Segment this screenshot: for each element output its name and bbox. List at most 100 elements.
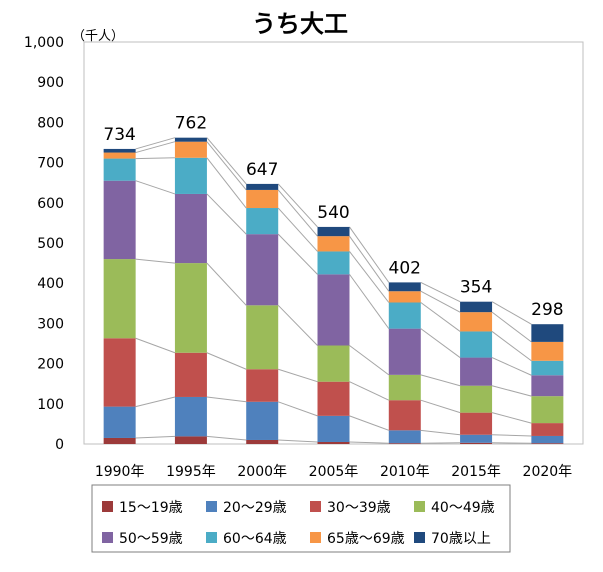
- y-tick-label: 0: [55, 437, 64, 453]
- series-connector-line: [491, 301, 532, 325]
- bar-segment: [531, 324, 564, 342]
- bar-segment: [388, 302, 421, 329]
- legend-label: 15～19歳: [119, 500, 183, 516]
- legend-swatch: [102, 501, 113, 512]
- series-connector-line: [420, 281, 461, 303]
- bar-segment: [531, 443, 564, 444]
- unit-label: （千人）: [72, 29, 124, 44]
- x-tick-label: 2000年: [237, 464, 287, 480]
- series-connector-line: [420, 374, 461, 387]
- legend-swatch: [310, 501, 321, 512]
- series-connector-line: [491, 412, 532, 424]
- series-connector-line: [135, 435, 175, 439]
- total-label: 298: [531, 300, 563, 320]
- bar-segment: [103, 338, 136, 407]
- series-connector-line: [206, 193, 247, 235]
- legend-swatch: [414, 532, 425, 543]
- legend-label: 40～49歳: [431, 500, 495, 516]
- bar-segment: [531, 435, 564, 444]
- series-connector-line: [206, 396, 247, 403]
- series-connector-line: [206, 352, 247, 370]
- series-connector-line: [135, 180, 176, 195]
- series-connector-line: [491, 311, 532, 343]
- series-connector-line: [277, 183, 318, 228]
- bar-segment: [103, 437, 136, 444]
- y-tick-label: 300: [37, 316, 64, 332]
- bar-segment: [246, 401, 279, 440]
- series-connector-line: [206, 435, 247, 441]
- series-connector-line: [278, 401, 318, 417]
- bar-segment: [103, 152, 136, 159]
- bar-segment: [317, 236, 350, 252]
- bar-segment: [246, 234, 279, 306]
- series-connector-line: [135, 137, 176, 150]
- series-connector-line: [420, 290, 461, 313]
- bar-segment: [388, 374, 421, 401]
- y-tick-label: 400: [37, 276, 64, 292]
- bar-segment: [246, 208, 279, 235]
- bar-segment: [388, 443, 421, 444]
- bar-segment: [103, 180, 136, 260]
- bar-segment: [103, 259, 136, 339]
- series-connector-line: [349, 415, 389, 431]
- legend-label: 70歳以上: [431, 531, 491, 547]
- x-tick-label: 2005年: [309, 464, 359, 480]
- bar-segment: [174, 193, 207, 264]
- connector-lines: [135, 137, 532, 444]
- bar-segment: [388, 282, 421, 292]
- series-connector-line: [420, 399, 461, 414]
- series-connector-line: [277, 189, 318, 237]
- bar-segment: [460, 412, 493, 435]
- series-connector-line: [135, 258, 175, 264]
- bar-segment: [103, 406, 136, 438]
- series-connector-line: [349, 441, 389, 444]
- bar-segment: [246, 369, 279, 402]
- series-connector-line: [135, 396, 176, 408]
- total-label: 734: [103, 125, 135, 145]
- series-connector-line: [349, 235, 390, 292]
- legend-swatch: [206, 532, 217, 543]
- bar-segment: [103, 148, 136, 153]
- series-connector-line: [278, 439, 318, 443]
- series-connector-line: [135, 337, 176, 354]
- legend-swatch: [414, 501, 425, 512]
- bar-segment: [246, 305, 279, 370]
- x-axis: 1990年 1995年 2000年 2005年 2010年 2015年 2020年: [95, 464, 572, 480]
- bar-segment: [531, 341, 564, 361]
- legend-swatch: [310, 532, 321, 543]
- bar-segment: [174, 396, 207, 437]
- bar-segment: [246, 183, 279, 190]
- series-connector-line: [349, 345, 390, 376]
- legend-swatch: [206, 501, 217, 512]
- legend-swatch: [102, 532, 113, 543]
- y-axis: 0 100 200 300 400 500 600 700 800 900 1,000: [24, 35, 64, 453]
- legend-label: 65歳～69歳: [327, 531, 405, 547]
- bar-segment: [317, 415, 350, 442]
- series-connector-line: [206, 141, 247, 191]
- series-connector-line: [206, 157, 247, 209]
- series-connector-line: [420, 302, 461, 332]
- total-labels: 734 762 647 540 402 354 298: [103, 114, 563, 321]
- bar-segment: [174, 352, 207, 397]
- bar-segment: [317, 345, 350, 382]
- bar-segment: [317, 251, 350, 275]
- y-tick-label: 100: [37, 397, 64, 413]
- bar-segment: [460, 312, 493, 332]
- series-connector-line: [278, 368, 318, 383]
- x-tick-label: 2010年: [380, 464, 430, 480]
- bar-segment: [460, 434, 493, 443]
- series-connector-line: [491, 385, 532, 397]
- bar-segment: [317, 274, 350, 346]
- legend: 15～19歳 20～29歳 30～39歳 40～49歳 50～59歳 60～64歳 65歳～…: [91, 484, 511, 553]
- bar-segment: [531, 360, 564, 376]
- bar-segment: [531, 423, 564, 436]
- series-connector-line: [349, 274, 390, 329]
- bar-segment: [317, 226, 350, 237]
- legend-label: 30～39歳: [327, 500, 391, 516]
- chart-title: うち大工: [252, 10, 348, 38]
- y-tick-label: 500: [37, 236, 64, 252]
- bar-segment: [388, 328, 421, 375]
- total-label: 402: [389, 258, 421, 278]
